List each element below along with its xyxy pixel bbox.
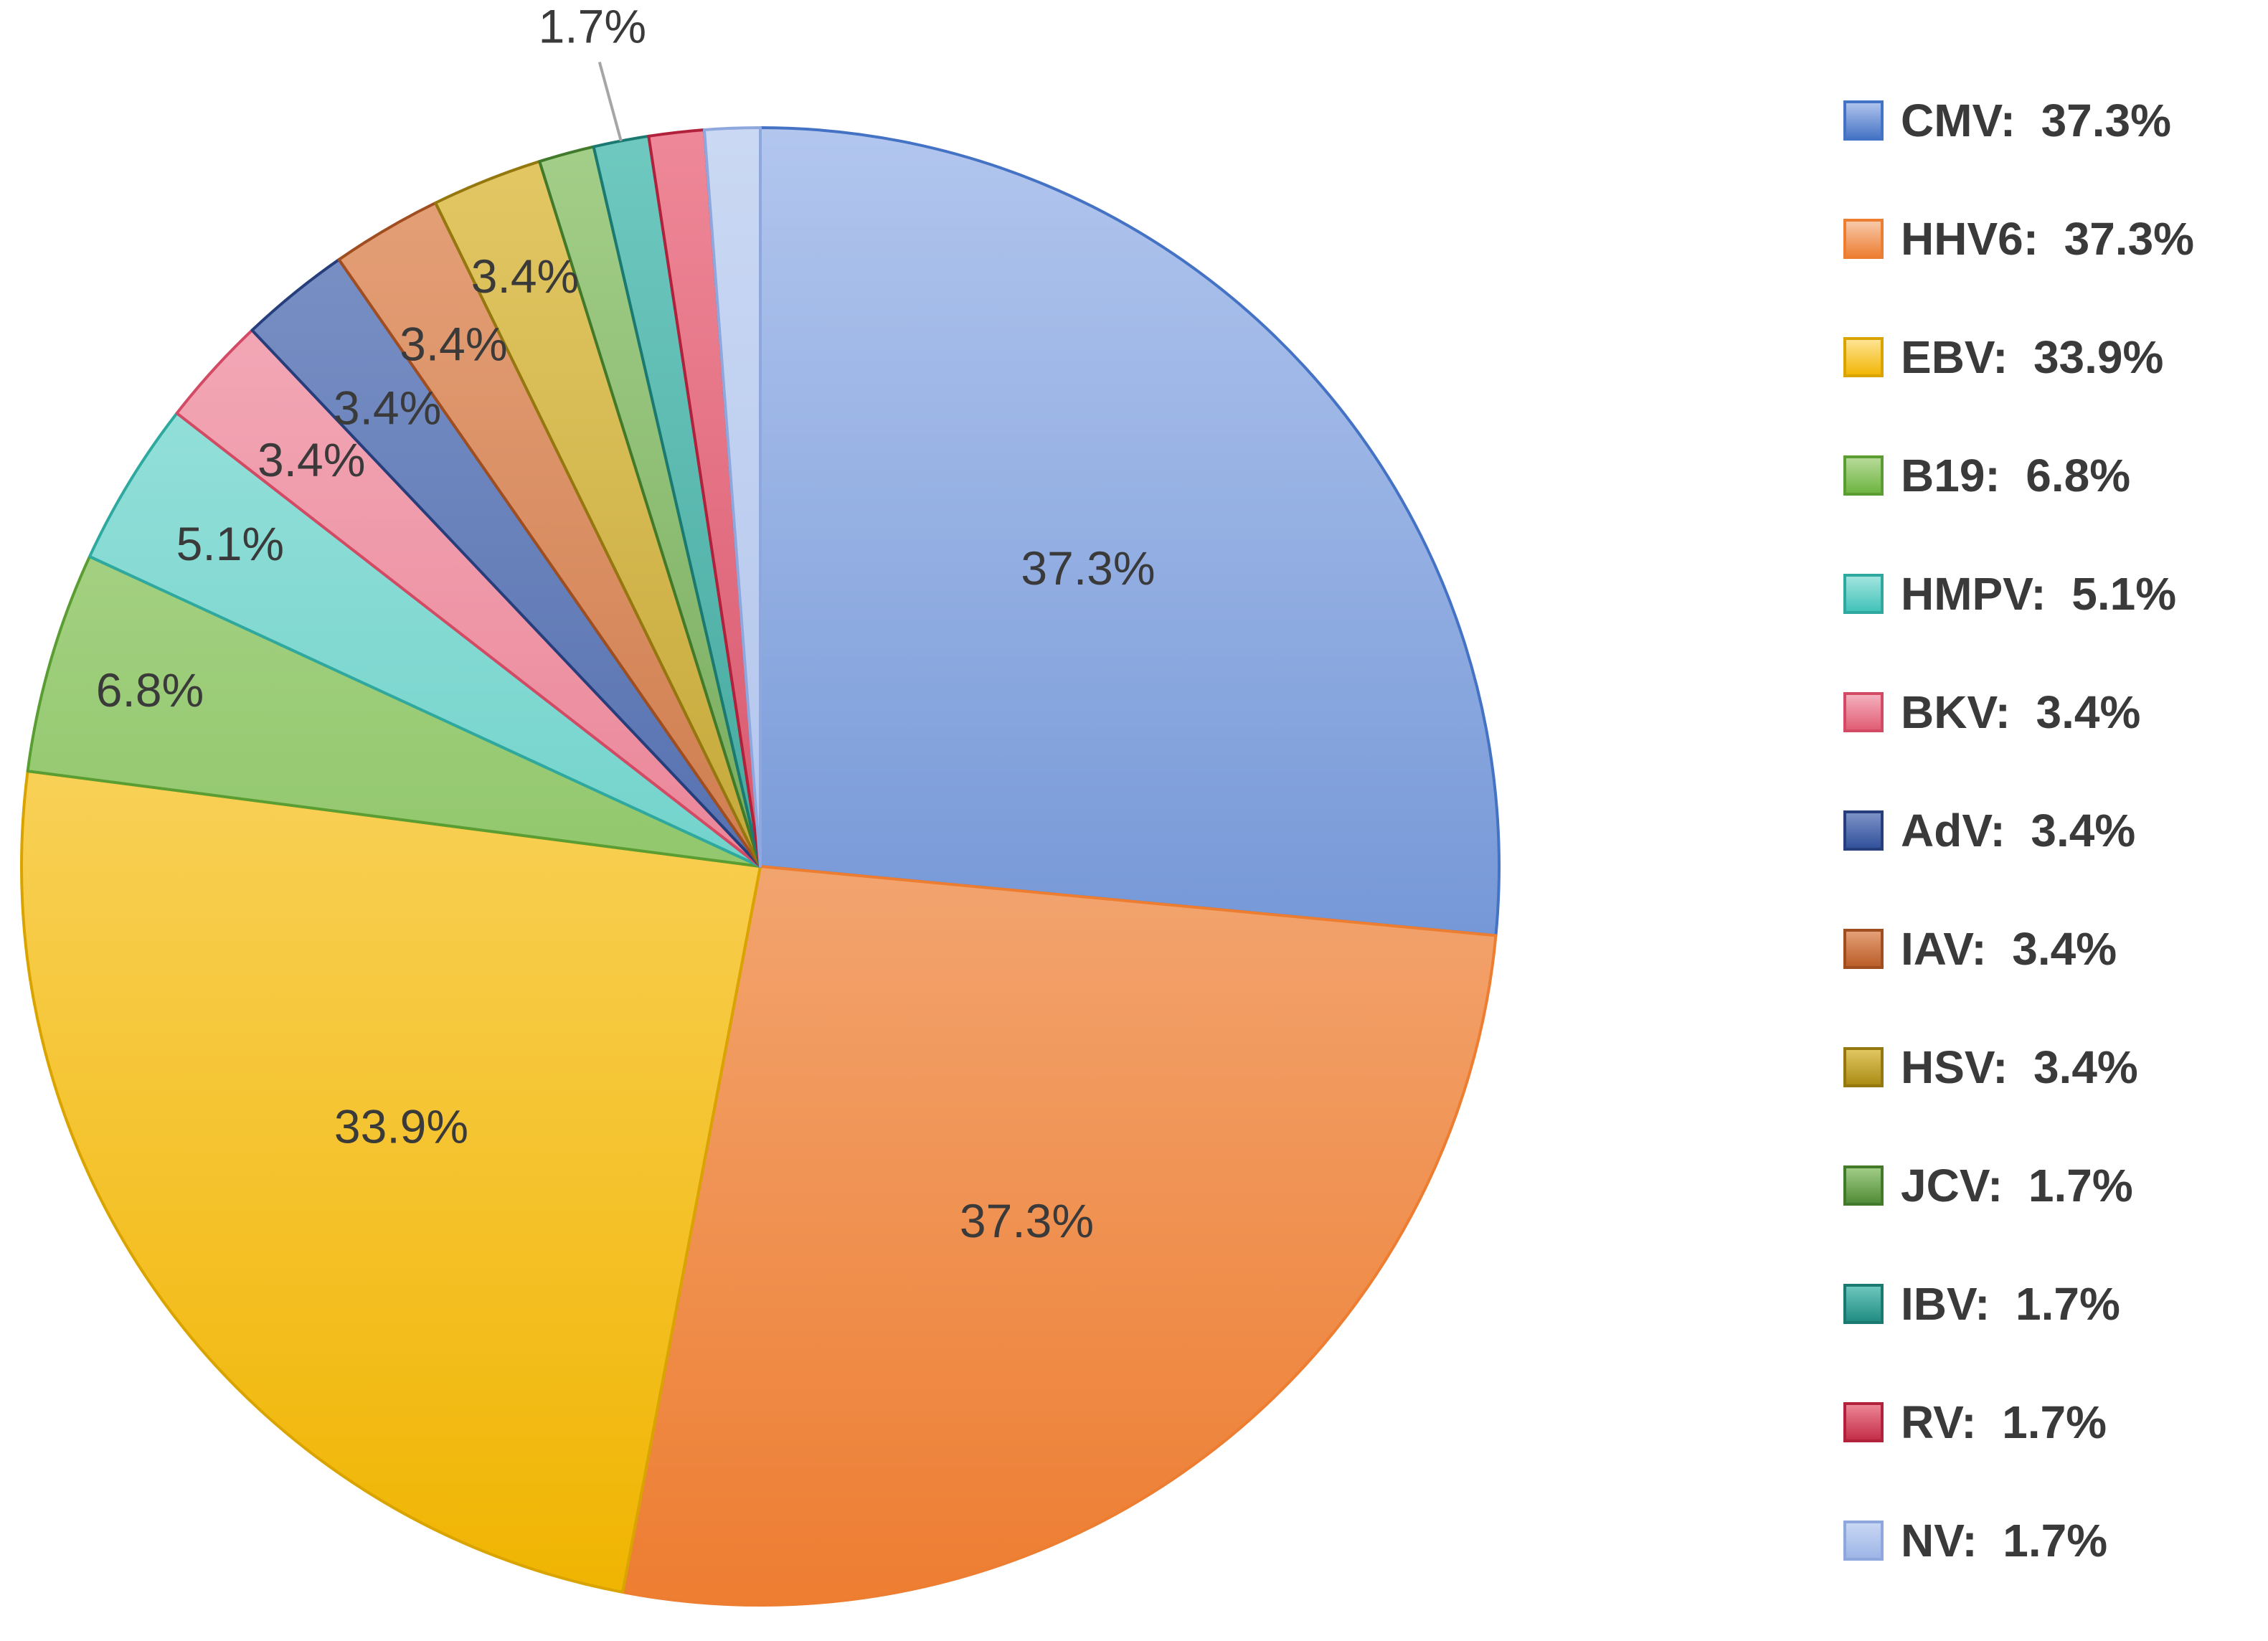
legend-swatch-bkv [1843,692,1884,732]
legend-swatch-b19 [1843,455,1884,496]
legend-swatch-cmv [1843,100,1884,141]
pie-slice-b19 [26,554,762,868]
pie-slice-hmpv [88,412,762,868]
legend-item-rv: RV: 1.7% [1843,1396,2107,1448]
legend-label-iav: IAV: 3.4% [1901,923,2117,975]
slice-label-hsv: 3.4% [471,250,579,303]
slice-label-hmpv: 5.1% [176,517,284,570]
pie-slice-cmv [759,126,1501,937]
slice-label-iav: 3.4% [400,318,507,371]
slice-label-ibv: 1.7% [539,0,646,53]
legend-item-cmv: CMV: 37.3% [1843,95,2171,146]
slice-label-bkv: 3.4% [257,433,365,486]
legend-item-bkv: BKV: 3.4% [1843,686,2140,738]
slice-label-b19: 6.8% [96,663,204,717]
legend-item-hsv: HSV: 3.4% [1843,1041,2138,1093]
legend-swatch-ibv [1843,1284,1884,1324]
leader-lines [597,61,623,142]
legend-label-b19: B19: 6.8% [1901,450,2130,501]
legend-swatch-hmpv [1843,574,1884,614]
legend-label-jcv: JCV: 1.7% [1901,1160,2133,1211]
pie-slice-nv [702,126,762,868]
legend-label-adv: AdV: 3.4% [1901,805,2135,856]
legend-item-ebv: EBV: 33.9% [1843,331,2163,383]
legend-swatch-hhv6 [1843,219,1884,259]
legend-swatch-iav [1843,929,1884,969]
legend-swatch-adv [1843,810,1884,851]
pie-slice-ebv [19,770,762,1594]
legend-label-hhv6: HHV6: 37.3% [1901,213,2194,265]
slice-label-cmv: 37.3% [1021,542,1155,595]
legend-item-iav: IAV: 3.4% [1843,923,2117,975]
legend: CMV: 37.3% HHV6: 37.3% EBV: 33.9% B19: 6.8%… [1843,95,2194,1566]
legend-item-adv: AdV: 3.4% [1843,805,2135,856]
legend-label-rv: RV: 1.7% [1901,1396,2107,1448]
legend-label-nv: NV: 1.7% [1901,1515,2107,1566]
legend-item-hmpv: HMPV: 5.1% [1843,568,2176,620]
slice-label-hhv6: 37.3% [960,1194,1094,1247]
legend-swatch-nv [1843,1521,1884,1561]
legend-swatch-jcv [1843,1165,1884,1206]
slice-label-ebv: 33.9% [334,1100,468,1153]
legend-label-ibv: IBV: 1.7% [1901,1278,2120,1330]
slice-labels: 37.3%37.3%33.9%6.8%5.1%3.4%3.4%3.4%3.4%1… [96,0,1156,1247]
legend-swatch-rv [1843,1402,1884,1442]
legend-label-bkv: BKV: 3.4% [1901,686,2140,738]
legend-swatch-hsv [1843,1047,1884,1087]
legend-label-hsv: HSV: 3.4% [1901,1041,2138,1093]
pie-slices [19,126,1501,1607]
legend-item-nv: NV: 1.7% [1843,1515,2107,1566]
legend-item-hhv6: HHV6: 37.3% [1843,213,2194,265]
slice-label-adv: 3.4% [334,382,441,435]
legend-label-hmpv: HMPV: 5.1% [1901,568,2176,620]
legend-label-ebv: EBV: 33.9% [1901,331,2163,383]
leader-line-ibv [597,61,623,142]
legend-item-b19: B19: 6.8% [1843,450,2130,501]
legend-item-ibv: IBV: 1.7% [1843,1278,2120,1330]
legend-swatch-ebv [1843,337,1884,377]
pie-slice-hhv6 [621,865,1498,1607]
legend-label-cmv: CMV: 37.3% [1901,95,2171,146]
legend-item-jcv: JCV: 1.7% [1843,1160,2133,1211]
